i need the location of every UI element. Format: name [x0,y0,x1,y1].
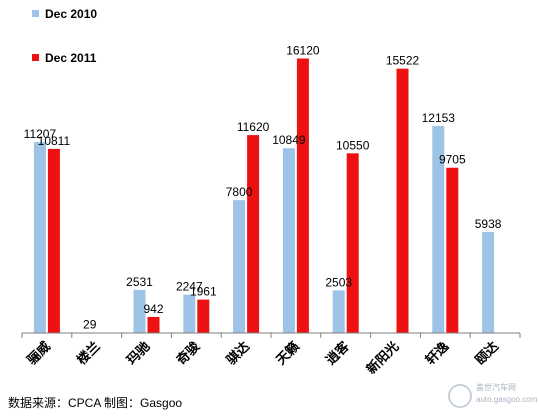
value-label-dec2010-10: 5938 [475,217,502,231]
bar-dec2010-7 [332,290,345,333]
category-label-9: 轩逸 [422,339,451,368]
bar-dec2011-5 [247,135,260,333]
watermark-line1: 盖世汽车网 [476,382,516,392]
value-label-dec2010-3: 2531 [126,275,153,289]
bar-dec2011-1 [47,148,60,333]
value-label-dec2011-9: 9705 [439,153,466,167]
bar-dec2010-4 [183,294,196,333]
bar-dec2010-6 [282,148,295,333]
value-label-dec2010-1: 11207 [24,127,57,141]
category-label-10: 颐达 [472,339,501,368]
value-label-dec2011-4: 1961 [190,285,217,299]
bar-dec2011-9 [446,167,459,333]
value-label-dec2011-3: 942 [143,302,163,316]
value-label-dec2010-2: 29 [83,318,97,332]
value-label-dec2011-8: 15522 [386,54,420,68]
legend-swatch-1 [32,10,39,17]
bar-dec2011-3 [147,316,160,333]
bars-group [33,58,495,333]
x-axis-ticks [21,333,521,338]
value-label-dec2010-9: 12153 [422,111,456,125]
source-note: 数据来源：CPCA 制图：Gasgoo [8,395,182,410]
bar-dec2010-3 [133,289,146,333]
value-label-dec2010-4: 2247 [176,280,203,294]
value-label-dec2010-7: 2503 [325,275,352,289]
watermark-line2: auto.gasgoo.com [476,395,538,404]
bar-dec2011-7 [346,153,359,333]
bar-dec2011-8 [396,68,409,333]
category-label-5: 骐达 [223,339,252,368]
category-label-3: 玛驰 [124,339,153,368]
category-labels: 骊威 楼兰 玛驰 奇骏 骐达 天籁 逍客 新阳光 轩逸 颐达 [24,338,501,377]
bar-dec2011-4 [197,299,210,333]
bar-dec2010-9 [432,126,445,333]
category-label-8: 新阳光 [363,339,401,377]
category-label-1: 骊威 [24,339,53,368]
bar-dec2011-6 [296,58,309,333]
category-label-6: 天籁 [273,339,302,368]
legend-label-1: Dec 2010 [45,7,97,21]
bar-dec2010-5 [233,200,246,333]
value-label-dec2010-5: 7800 [226,185,253,199]
legend-swatch-2 [32,54,39,61]
bar-dec2010-10 [482,231,495,333]
value-label-dec2010-6: 10849 [272,133,306,147]
watermark-logo-icon [448,384,472,408]
value-label-dec2011-5: 11620 [237,120,270,134]
value-label-dec2011-7: 10550 [336,138,370,152]
legend-label-2: Dec 2011 [45,51,97,65]
value-label-dec2011-1: 10811 [38,134,71,148]
category-label-4: 奇骏 [173,338,203,368]
watermark: 盖世汽车网 auto.gasgoo.com [448,382,538,408]
category-label-2: 楼兰 [74,339,103,368]
category-label-7: 逍客 [323,338,353,368]
bar-dec2010-1 [33,142,46,333]
value-label-dec2011-6: 16120 [286,43,320,57]
legend: Dec 2010 Dec 2011 [32,7,97,65]
